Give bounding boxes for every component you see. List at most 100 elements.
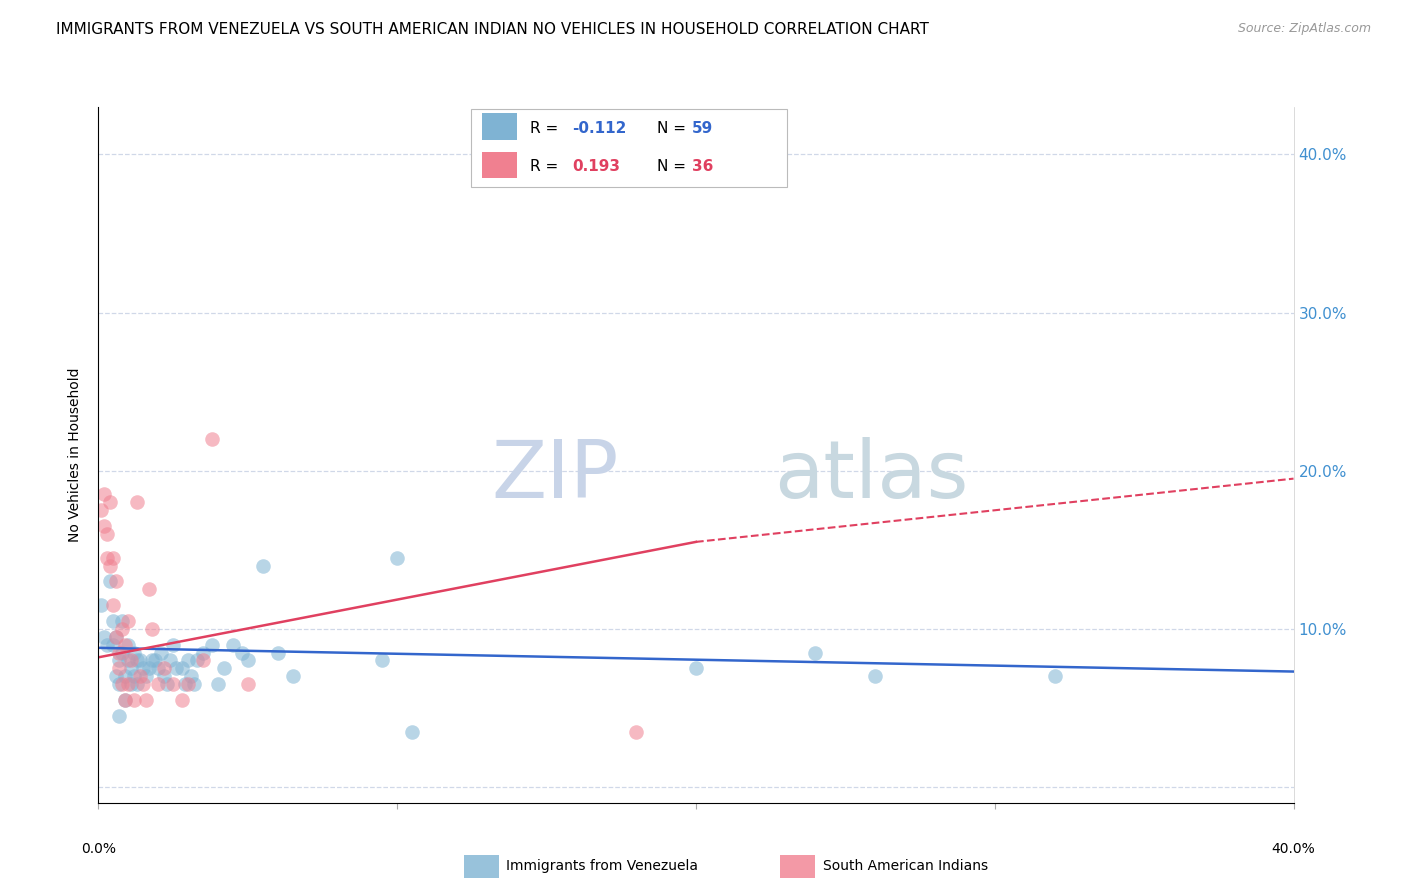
Point [114,638,136,652]
Y-axis label: No Vehicles in Household: No Vehicles in Household [69,368,83,542]
Point [401,724,423,739]
Text: 36: 36 [692,160,713,174]
Point [108,677,131,691]
Point [103,550,125,565]
Point [100,574,122,589]
Point [90,503,112,517]
Point [117,677,139,691]
Point [135,693,157,707]
Text: South American Indians: South American Indians [823,859,987,873]
Point [124,669,146,683]
Point [132,677,155,691]
Point [120,677,142,691]
Point [108,661,131,675]
Point [111,677,134,691]
Point [111,614,134,628]
Point [236,677,259,691]
Point [105,630,128,644]
Point [153,669,176,683]
Point [117,638,139,652]
Point [111,622,134,636]
Text: R =: R = [530,160,568,174]
Point [222,638,245,652]
Point [148,677,170,691]
Point [90,598,112,612]
Point [685,661,707,675]
Point [105,669,128,683]
Point [236,653,259,667]
Point [172,661,194,675]
Text: IMMIGRANTS FROM VENEZUELA VS SOUTH AMERICAN INDIAN NO VEHICLES IN HOUSEHOLD CORR: IMMIGRANTS FROM VENEZUELA VS SOUTH AMERI… [56,22,929,37]
Point [132,661,155,675]
Point [105,574,128,589]
Point [93,487,115,501]
Point [96,527,118,541]
Point [156,677,179,691]
Point [177,677,200,691]
Point [138,582,160,597]
Text: Immigrants from Venezuela: Immigrants from Venezuela [506,859,699,873]
Point [207,677,229,691]
Point [212,661,235,675]
Point [114,693,136,707]
Text: 59: 59 [692,121,713,136]
Point [103,614,125,628]
Text: ZIP: ZIP [491,437,619,515]
Point [183,677,205,691]
Point [371,653,394,667]
Point [111,646,134,660]
Point [100,558,122,573]
Point [252,558,274,573]
Text: N =: N = [657,121,690,136]
Point [129,653,152,667]
Point [165,661,187,675]
Point [180,669,202,683]
Point [117,614,139,628]
Point [626,724,648,739]
Point [267,646,290,660]
Point [201,432,224,446]
Point [114,693,136,707]
Point [96,550,118,565]
Point [159,653,181,667]
Point [191,646,214,660]
Point [108,708,131,723]
Point [108,646,131,660]
Text: R =: R = [530,121,564,136]
Point [138,661,160,675]
Point [1043,669,1066,683]
Point [162,638,184,652]
Point [174,677,197,691]
Point [865,669,887,683]
Point [103,598,125,612]
Point [124,693,146,707]
Point [120,661,142,675]
Point [114,669,136,683]
Point [135,669,157,683]
Point [143,653,166,667]
Point [120,653,142,667]
Point [129,669,152,683]
Point [281,669,304,683]
Point [127,495,149,509]
Point [108,653,131,667]
Point [804,646,827,660]
Point [177,653,200,667]
Point [141,622,163,636]
Point [231,646,253,660]
Text: 0.0%: 0.0% [82,842,115,856]
Text: 0.193: 0.193 [572,160,620,174]
Point [93,519,115,533]
Point [117,653,139,667]
Point [148,661,170,675]
Point [124,646,146,660]
Text: Source: ZipAtlas.com: Source: ZipAtlas.com [1237,22,1371,36]
Point [191,653,214,667]
Point [162,677,184,691]
Point [385,550,409,565]
Text: -0.112: -0.112 [572,121,627,136]
Point [105,630,128,644]
Point [127,677,149,691]
Point [201,638,224,652]
Text: N =: N = [657,160,690,174]
